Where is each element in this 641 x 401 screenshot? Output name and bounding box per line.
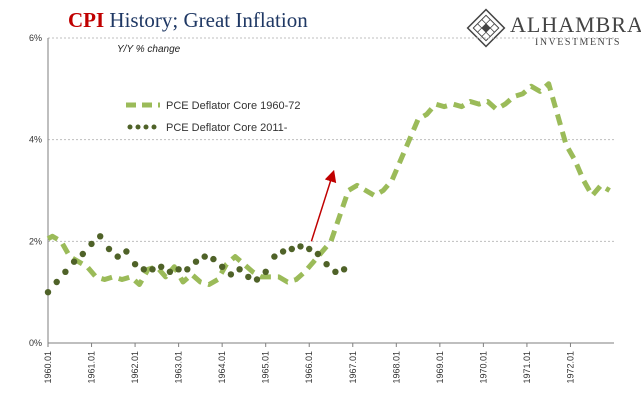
- series-point-pce-2011: [340, 266, 348, 273]
- x-tick-label: 1965.01: [261, 351, 271, 384]
- series-point-pce-2011: [192, 258, 200, 265]
- series-point-pce-2011: [227, 271, 235, 278]
- chart-subtitle: Y/Y % change: [117, 44, 181, 55]
- series-point-pce-2011: [288, 245, 295, 253]
- logo-subname: INVESTMENTS: [535, 37, 621, 48]
- series-point-pce-2011: [131, 261, 139, 268]
- x-tick-labels: 1960.01 1961.01 1962.01 1963.01 1964.01 1965.…: [43, 351, 575, 384]
- x-tick-label: 1967.01: [348, 351, 358, 384]
- series-point-pce-2011: [279, 248, 287, 255]
- legend-dot: [127, 124, 133, 130]
- series-point-pce-2011: [201, 253, 208, 260]
- x-tick-label: 1963.01: [174, 351, 184, 384]
- legend-label-series-1: PCE Deflator Core 1960-72: [166, 100, 301, 112]
- series-point-pce-2011: [245, 273, 252, 281]
- series-point-pce-2011: [262, 268, 269, 275]
- series-point-pce-2011: [253, 276, 261, 283]
- series-point-pce-2011: [70, 258, 78, 265]
- series-line-pce-1960-72: [46, 81, 611, 287]
- series-point-pce-2011: [314, 250, 322, 258]
- series-point-pce-2011: [271, 253, 278, 260]
- y-tick-label: 0%: [29, 338, 42, 348]
- series-point-pce-2011: [297, 243, 304, 250]
- series-point-pce-2011: [306, 245, 313, 253]
- series-point-pce-2011: [158, 263, 165, 270]
- series-point-pce-2011: [219, 263, 226, 270]
- annotations: [310, 169, 337, 242]
- legend-dot: [151, 124, 157, 130]
- x-tick-label: 1970.01: [478, 351, 488, 384]
- x-tick-label: 1971.01: [522, 351, 532, 384]
- series-point-pce-2011: [114, 253, 121, 260]
- series-point-pce-2011: [62, 268, 69, 275]
- x-tick-label: 1962.01: [130, 351, 140, 384]
- x-tick-label: 1972.01: [565, 351, 575, 384]
- legend-swatch-series-2: [127, 124, 157, 130]
- axes: [47, 38, 614, 347]
- legend-dot: [135, 124, 141, 130]
- x-tick-label: 1966.01: [304, 351, 314, 384]
- series-point-pce-2011: [210, 255, 217, 263]
- series-point-pce-2011: [53, 278, 60, 286]
- series-point-pce-2011: [184, 266, 191, 273]
- legend: PCE Deflator Core 1960-72 PCE Deflator C…: [126, 100, 301, 134]
- series-point-pce-2011: [88, 240, 95, 248]
- series-point-pce-2011: [79, 250, 87, 258]
- grid-lines: [48, 37, 614, 242]
- x-tick-label: 1969.01: [435, 351, 445, 384]
- legend-dot: [143, 124, 149, 130]
- legend-label-series-2: PCE Deflator Core 2011-: [166, 122, 288, 134]
- logo-name: ALHAMBRA: [510, 12, 641, 37]
- series-point-pce-2011: [166, 268, 174, 275]
- chart-title-rest: History; Great Inflation: [109, 8, 308, 32]
- company-logo: ALHAMBRA INVESTMENTS: [464, 8, 641, 48]
- series-point-pce-2011: [123, 248, 130, 255]
- y-tick-label: 2%: [29, 236, 42, 246]
- series-point-pce-2011: [140, 266, 147, 273]
- x-tick-label: 1960.01: [43, 351, 53, 384]
- x-tick-label: 1961.01: [87, 351, 97, 384]
- y-tick-label: 4%: [29, 135, 42, 145]
- series-point-pce-2011: [149, 266, 156, 273]
- diamond-logo-icon: [466, 8, 506, 48]
- chart-title-accent: CPI: [68, 8, 105, 32]
- series-point-pce-2011: [323, 261, 330, 268]
- chart-title: CPI History; Great Inflation: [68, 8, 308, 33]
- series-point-pce-2011: [236, 266, 243, 273]
- y-tick-label: 6%: [29, 33, 42, 43]
- series-point-pce-2011: [97, 233, 104, 240]
- series-point-pce-2011: [175, 266, 182, 273]
- x-tick-label: 1968.01: [391, 351, 401, 384]
- y-tick-labels: 0% 2% 4% 6%: [29, 33, 42, 348]
- annotation-arrow: [310, 169, 337, 242]
- series-point-pce-2011: [44, 289, 52, 296]
- series-point-pce-2011: [105, 245, 113, 253]
- x-tick-label: 1964.01: [217, 351, 227, 384]
- series-point-pce-2011: [332, 268, 339, 275]
- series: [44, 81, 611, 296]
